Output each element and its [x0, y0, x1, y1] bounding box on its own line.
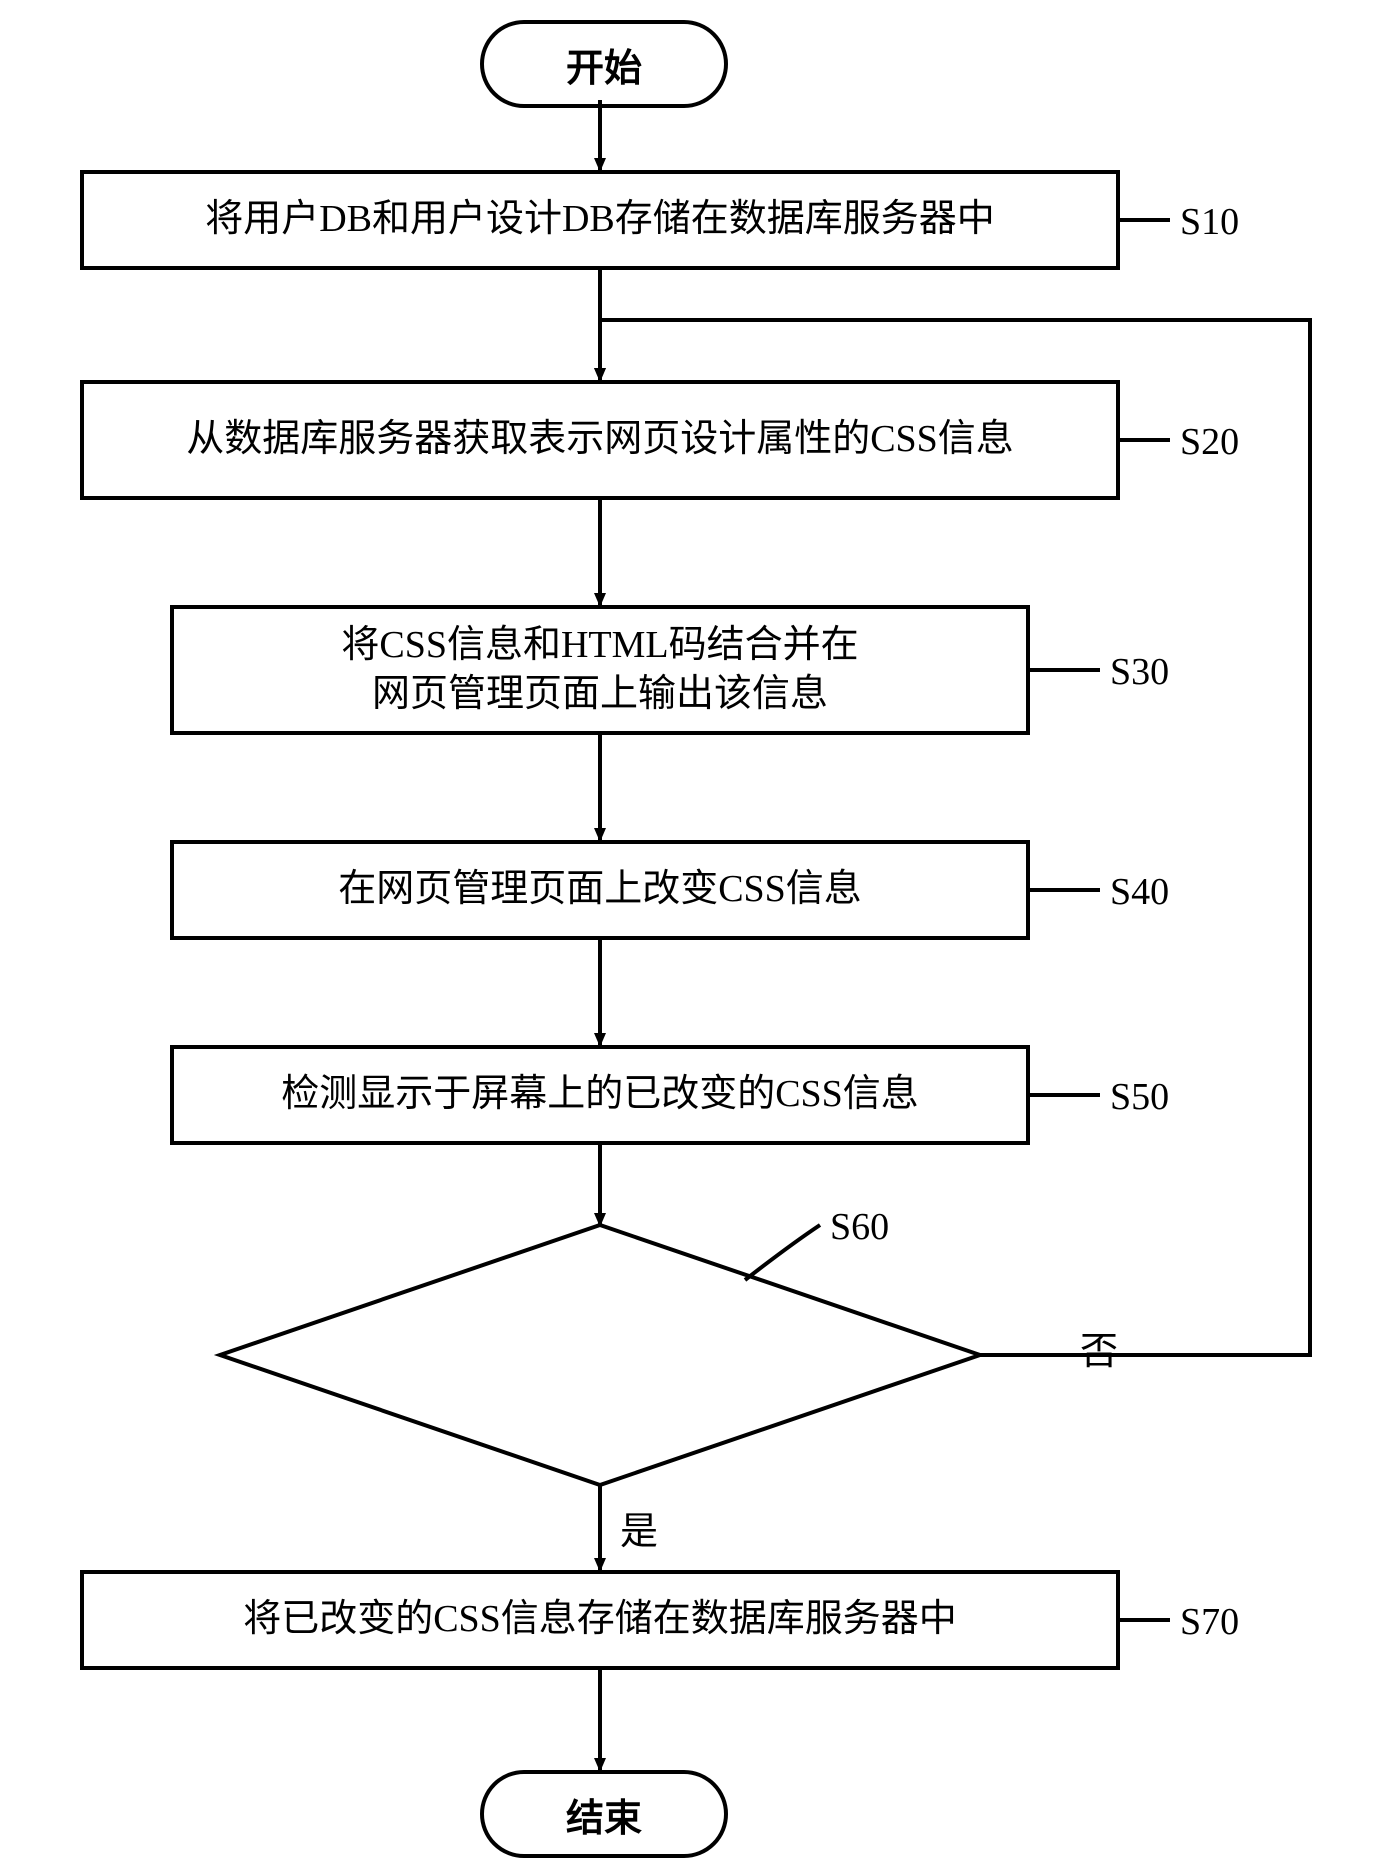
step-s40-text: 在网页管理页面上改变CSS信息: [338, 865, 862, 914]
label-s10: S10: [1180, 200, 1239, 244]
label-s60: S60: [830, 1205, 889, 1249]
label-s50: S50: [1110, 1075, 1169, 1119]
flowchart-canvas: 开始 结束 将用户DB和用户设计DB存储在数据库服务器中 从数据库服务器获取表示…: [0, 0, 1399, 1872]
step-s20: 从数据库服务器获取表示网页设计属性的CSS信息: [80, 380, 1120, 500]
step-s30: 将CSS信息和HTML码结合并在 网页管理页面上输出该信息: [170, 605, 1030, 735]
step-s70: 将已改变的CSS信息存储在数据库服务器中: [80, 1570, 1120, 1670]
label-s40: S40: [1110, 870, 1169, 914]
step-s10: 将用户DB和用户设计DB存储在数据库服务器中: [80, 170, 1120, 270]
step-s20-text: 从数据库服务器获取表示网页设计属性的CSS信息: [186, 415, 1014, 464]
step-s70-text: 将已改变的CSS信息存储在数据库服务器中: [243, 1595, 957, 1644]
step-s50-text: 检测显示于屏幕上的已改变的CSS信息: [281, 1070, 919, 1119]
step-s10-text: 将用户DB和用户设计DB存储在数据库服务器中: [205, 195, 995, 244]
decision-text-span: 判断 用户是否确认已改变的 CSS信息?: [420, 1332, 780, 1462]
decision-s60-text: 判断 用户是否确认已改变的 CSS信息?: [400, 1285, 800, 1465]
pointer-s60: [745, 1225, 820, 1280]
step-s50: 检测显示于屏幕上的已改变的CSS信息: [170, 1045, 1030, 1145]
start-terminator: 开始: [480, 20, 728, 108]
edge-yes-label: 是: [620, 1500, 658, 1555]
step-s30-text: 将CSS信息和HTML码结合并在 网页管理页面上输出该信息: [341, 621, 858, 720]
edge-no-label: 否: [1080, 1320, 1118, 1375]
step-s40: 在网页管理页面上改变CSS信息: [170, 840, 1030, 940]
label-s70: S70: [1180, 1600, 1239, 1644]
start-label: 开始: [566, 37, 642, 92]
end-terminator: 结束: [480, 1770, 728, 1858]
end-label: 结束: [566, 1787, 642, 1842]
label-s20: S20: [1180, 420, 1239, 464]
label-s30: S30: [1110, 650, 1169, 694]
